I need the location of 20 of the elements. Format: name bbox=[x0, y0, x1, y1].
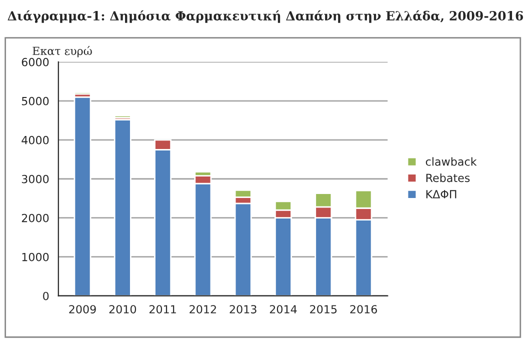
legend-label: Rebates bbox=[426, 174, 470, 182]
legend-label: clawback bbox=[426, 157, 477, 166]
y-tick-label: 4000 bbox=[22, 136, 49, 144]
y-tick-label: 3000 bbox=[22, 174, 49, 184]
x-tick-label: 2012 bbox=[190, 305, 216, 314]
y-axis-title: Εκατ ευρώ bbox=[32, 46, 92, 58]
y-tick-label: 6000 bbox=[22, 58, 49, 66]
x-tick-label: 2014 bbox=[270, 305, 297, 314]
x-tick-label: 2009 bbox=[69, 305, 96, 314]
y-tick-label: 0 bbox=[43, 292, 49, 300]
y-tick-label: 2000 bbox=[22, 214, 49, 222]
x-tick-label: 2010 bbox=[109, 305, 136, 314]
chart-title: Διάγραμμα-1: Δημόσια Φαρμακευτική Δαπάνη στην Ελλάδα, 2009-2016 bbox=[8, 10, 524, 23]
x-tick-label: 2016 bbox=[350, 305, 377, 314]
x-tick-label: 2013 bbox=[230, 305, 256, 314]
x-tick-label: 2015 bbox=[310, 305, 337, 314]
y-tick-label: 5000 bbox=[22, 96, 49, 106]
legend-label: ΚΔΦΠ bbox=[426, 190, 456, 198]
y-tick-label: 1000 bbox=[22, 252, 49, 262]
x-tick-label: 2011 bbox=[149, 305, 176, 314]
